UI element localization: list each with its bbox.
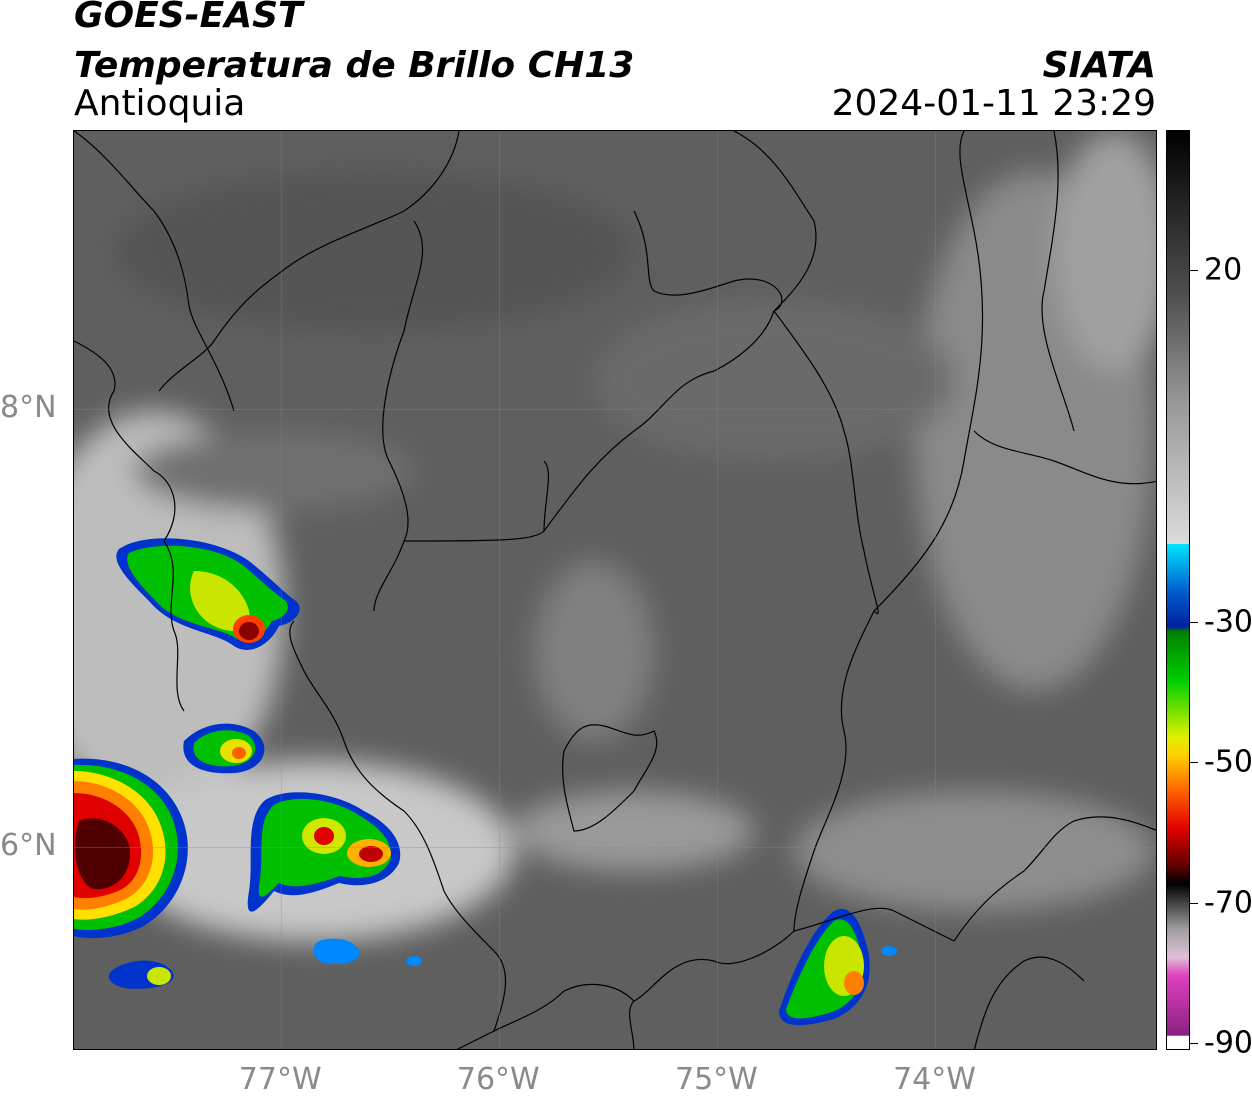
cloud-texture <box>74 131 1156 941</box>
storm-cell-north <box>116 538 300 650</box>
region-subtitle: Antioquia <box>74 83 246 124</box>
product-title: Temperatura de Brillo CH13 <box>74 45 635 86</box>
storm-cell-central-west <box>247 792 401 912</box>
colorbar-gradient <box>1167 131 1189 1049</box>
colorbar-label-minus30: -30 <box>1204 604 1252 640</box>
colorbar-label-minus90: -90 <box>1204 1025 1252 1061</box>
storm-cells <box>74 538 897 1026</box>
political-boundaries <box>74 131 1156 1049</box>
storm-cell-minor <box>108 938 422 989</box>
colorbar-label-20: 20 <box>1204 252 1243 288</box>
colorbar-tick-minus90 <box>1190 1042 1198 1044</box>
colorbar <box>1166 130 1190 1050</box>
storm-cell-southeast <box>779 909 897 1026</box>
organization-label: SIATA <box>1042 45 1156 86</box>
graticule <box>74 131 1156 1049</box>
lon-label-74w: 74°W <box>893 1062 976 1097</box>
satellite-map[interactable] <box>73 130 1157 1050</box>
colorbar-tick-minus70 <box>1190 902 1198 904</box>
colorbar-tick-20 <box>1190 270 1198 272</box>
lon-label-76w: 76°W <box>456 1062 540 1097</box>
timestamp-label: 2024-01-11 23:29 <box>831 83 1156 124</box>
storm-cell-small <box>183 723 265 774</box>
colorbar-tick-minus50 <box>1190 762 1198 764</box>
lat-label-6n: 6°N <box>0 828 57 864</box>
lat-label-8n: 8°N <box>0 390 57 426</box>
lon-label-77w: 77°W <box>238 1062 322 1097</box>
colorbar-tick-minus30 <box>1190 621 1198 623</box>
storm-cell-southwest <box>74 758 188 939</box>
lon-label-75w: 75°W <box>674 1062 758 1097</box>
satellite-title: GOES-EAST <box>74 0 303 36</box>
map-canvas <box>74 131 1156 1049</box>
colorbar-label-minus50: -50 <box>1204 744 1252 780</box>
colorbar-label-minus70: -70 <box>1204 885 1252 921</box>
